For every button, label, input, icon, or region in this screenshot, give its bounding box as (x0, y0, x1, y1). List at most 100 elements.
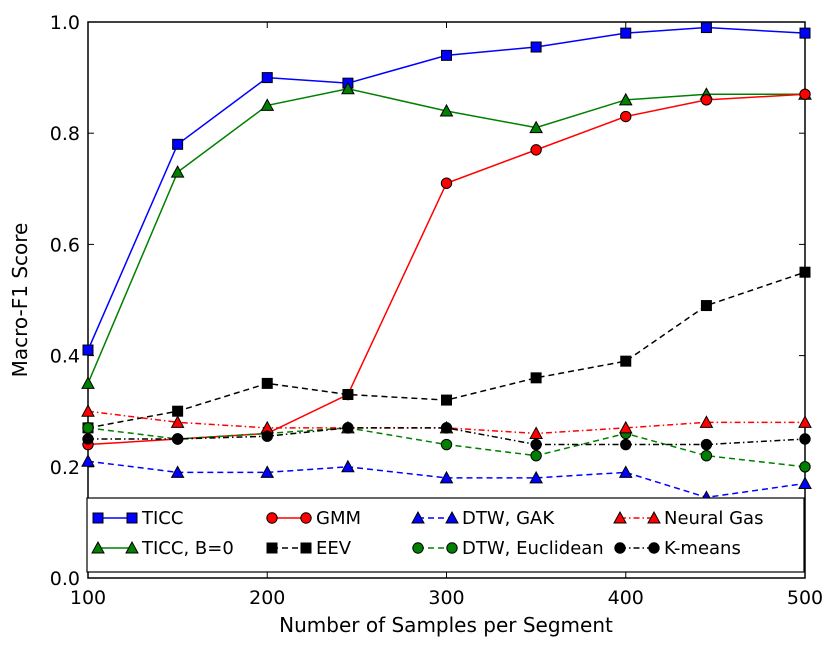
data-point-dtw-gak (618, 465, 633, 478)
legend-marker (647, 510, 661, 524)
legend-marker (266, 512, 278, 524)
data-point-k-means (261, 430, 273, 442)
legend-marker (648, 542, 660, 554)
legend-entry-neural-gas: Neural Gas (613, 508, 763, 529)
data-point-neural-gas (170, 415, 185, 428)
data-point-ticc-b-0 (529, 120, 543, 134)
data-point-ticc-b-0 (260, 98, 275, 111)
data-point-eev (172, 405, 184, 417)
legend-marker (92, 512, 104, 524)
data-point-k-means (700, 438, 713, 451)
legend-marker (91, 540, 105, 554)
series-layer (81, 22, 812, 503)
data-point-gmm (530, 144, 542, 156)
data-point-k-means (620, 438, 632, 451)
legend-marker (125, 540, 139, 554)
legend-marker (300, 512, 312, 524)
x-axis-label: Number of Samples per Segment (279, 613, 613, 637)
data-point-neural-gas (699, 415, 714, 428)
x-tick-label: 400 (608, 587, 644, 609)
data-point-dtw-euclidean (82, 422, 94, 434)
data-point-k-means (171, 433, 184, 445)
legend-label: K-means (664, 538, 741, 559)
data-point-eev (261, 377, 273, 389)
data-point-gmm (620, 110, 632, 123)
series-dtw-gak (81, 454, 812, 503)
data-point-gmm (440, 177, 453, 189)
series-ticc (82, 22, 811, 356)
data-point-k-means (440, 422, 453, 434)
data-point-ticc (172, 138, 184, 150)
data-point-ticc-b-0 (81, 376, 95, 389)
legend-marker (126, 512, 138, 524)
x-tick-label: 500 (787, 587, 823, 609)
data-point-dtw-gak (170, 465, 185, 478)
data-point-eev (620, 355, 632, 367)
data-point-eev (530, 372, 542, 384)
legend-entry-gmm: GMM (266, 508, 361, 529)
data-point-ticc (799, 27, 811, 39)
data-point-k-means (530, 438, 542, 451)
data-point-neural-gas (529, 426, 543, 439)
legend-marker (300, 542, 312, 554)
legend-entry-dtw-gak: DTW, GAK (411, 508, 555, 529)
legend-label: GMM (316, 508, 361, 529)
data-point-ticc-b-0 (170, 165, 185, 178)
data-point-neural-gas (618, 420, 633, 434)
data-point-gmm (799, 88, 811, 100)
axis-ticks: 100 200 300 400 500 0.0 0.2 0.4 0.6 0.8 1.0 (50, 12, 823, 609)
legend-marker (446, 542, 458, 554)
data-point-ticc (82, 344, 94, 356)
data-point-k-means (799, 433, 811, 445)
x-tick-label: 200 (249, 587, 285, 609)
legend-marker (411, 510, 425, 524)
data-point-ticc (620, 27, 632, 39)
data-point-dtw-gak (529, 470, 543, 484)
y-tick-label: 0.0 (50, 568, 80, 590)
data-point-eev (799, 266, 811, 278)
data-point-dtw-gak (260, 465, 275, 478)
legend-marker (412, 542, 424, 554)
legend-frame (86, 497, 805, 573)
legend-label: TICC, B=0 (141, 538, 234, 559)
data-point-ticc (530, 41, 542, 53)
data-point-neural-gas (81, 404, 95, 417)
data-point-dtw-gak (439, 470, 454, 484)
data-point-k-means (82, 433, 94, 445)
x-tick-label: 100 (70, 587, 106, 609)
data-point-dtw-gak (81, 454, 95, 467)
data-point-ticc (700, 22, 712, 34)
y-tick-label: 0.4 (50, 346, 80, 368)
x-tick-label: 300 (428, 587, 464, 609)
data-point-dtw-euclidean (530, 449, 542, 462)
legend-entry-k-means: K-means (614, 538, 741, 559)
data-point-neural-gas (798, 415, 812, 428)
data-point-dtw-gak (798, 476, 812, 489)
legend-label: DTW, GAK (462, 508, 555, 529)
legend-marker (614, 542, 626, 554)
legend-label: EEV (316, 538, 352, 559)
legend-marker (613, 510, 627, 524)
y-tick-label: 0.8 (50, 123, 80, 145)
series-ticc-b-0 (81, 81, 812, 389)
data-point-dtw-euclidean (440, 438, 453, 451)
legend-label: TICC (141, 508, 183, 529)
legend: TICC GMM DTW, GAK Neural Gas TICC, B=0 EEV DTW… (86, 497, 805, 573)
legend-marker (266, 542, 278, 554)
data-point-ticc-b-0 (618, 92, 633, 106)
legend-entry-ticc: TICC (92, 508, 183, 529)
y-tick-label: 1.0 (50, 12, 80, 34)
data-point-eev (441, 394, 452, 406)
data-point-ticc-b-0 (439, 103, 454, 117)
data-point-dtw-gak (341, 459, 355, 473)
y-tick-label: 0.2 (50, 457, 80, 479)
legend-entry-dtw-euclidean: DTW, Euclidean (412, 538, 604, 559)
data-point-dtw-euclidean (700, 449, 713, 462)
y-axis-label: Macro-F1 Score (8, 223, 32, 378)
legend-label: DTW, Euclidean (462, 538, 604, 559)
legend-entry-ticc-b-0: TICC, B=0 (91, 538, 234, 559)
legend-entry-eev: EEV (266, 538, 352, 559)
legend-label: Neural Gas (664, 508, 763, 529)
data-point-ticc (261, 72, 273, 84)
legend-marker (445, 510, 459, 524)
